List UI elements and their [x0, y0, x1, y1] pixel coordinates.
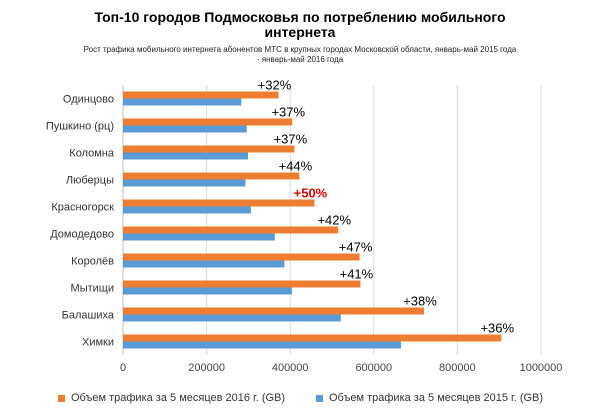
x-tick-label: 600000 [355, 362, 392, 374]
bar-2016 [123, 280, 361, 288]
x-tick-label: 0 [120, 362, 126, 374]
category-label: Королёв [71, 256, 114, 268]
category-label: Химки [82, 337, 114, 349]
chart-subtitle-line-1: Рост трафика мобильного интернета абонен… [83, 45, 517, 54]
category-label: Балашиха [62, 310, 115, 322]
category-label: Мытищи [71, 283, 114, 295]
chart-subtitle: Рост трафика мобильного интернета абонен… [0, 45, 600, 65]
legend-item-2015: Объем трафика за 5 месяцев 2015 г. (GB) [316, 392, 543, 404]
x-tick-label: 1000000 [520, 362, 563, 374]
bar-2016 [123, 118, 293, 126]
bar-2016 [123, 91, 279, 99]
data-label: +44% [279, 159, 313, 174]
bar-2016 [123, 226, 339, 234]
chart-title: Топ-10 городов Подмосковья по потреблени… [0, 10, 600, 40]
bar-2015 [123, 98, 242, 106]
bar-2015 [123, 152, 248, 160]
bar-2016 [123, 145, 295, 153]
bar-2015 [123, 125, 247, 133]
data-label: +42% [317, 213, 351, 228]
bar-chart: 0 200000 400000 600000 800000 1000000 Одинцово… [46, 78, 563, 375]
bar-2015 [123, 206, 251, 214]
category-label: Пушкино (рц) [46, 121, 114, 133]
bar-2016 [123, 253, 360, 261]
chart-subtitle-line-2: - январь-май 2016 года [256, 55, 344, 64]
data-label: +38% [403, 294, 437, 309]
x-tick-label: 200000 [188, 362, 225, 374]
chart-title-line-2: интернета [264, 24, 336, 40]
data-label: +47% [339, 240, 373, 255]
legend-swatch-2016 [58, 394, 65, 402]
category-label: Красногорск [51, 202, 114, 214]
bar-2015 [123, 314, 341, 322]
bar-2015 [123, 179, 246, 187]
bar-2015 [123, 341, 401, 349]
x-tick-label: 800000 [439, 362, 476, 374]
category-label: Домодедово [50, 229, 114, 241]
legend-label-2015: Объем трафика за 5 месяцев 2015 г. (GB) [329, 392, 544, 404]
x-tick-label: 400000 [272, 362, 309, 374]
category-label: Одинцово [63, 94, 114, 106]
bar-2016 [123, 334, 502, 342]
category-label: Коломна [69, 148, 115, 160]
bar-2015 [123, 287, 292, 295]
bar-2016 [123, 307, 424, 315]
bar-2015 [123, 260, 285, 268]
data-label: +32% [258, 78, 292, 93]
bar-2016 [123, 172, 300, 180]
data-label: +41% [340, 267, 374, 282]
data-label: +50% [294, 186, 328, 201]
bar-2015 [123, 233, 275, 241]
legend-swatch-2015 [316, 394, 323, 402]
legend-item-2016: Объем трафика за 5 месяцев 2016 г. (GB) [58, 392, 285, 404]
data-label: +37% [274, 132, 308, 147]
data-label: +36% [480, 321, 514, 336]
chart-title-line-1: Топ-10 городов Подмосковья по потреблени… [94, 9, 506, 25]
data-label: +37% [271, 105, 305, 120]
legend-label-2016: Объем трафика за 5 месяцев 2016 г. (GB) [71, 392, 286, 404]
bar-2016 [123, 199, 315, 207]
category-label: Люберцы [66, 175, 114, 187]
